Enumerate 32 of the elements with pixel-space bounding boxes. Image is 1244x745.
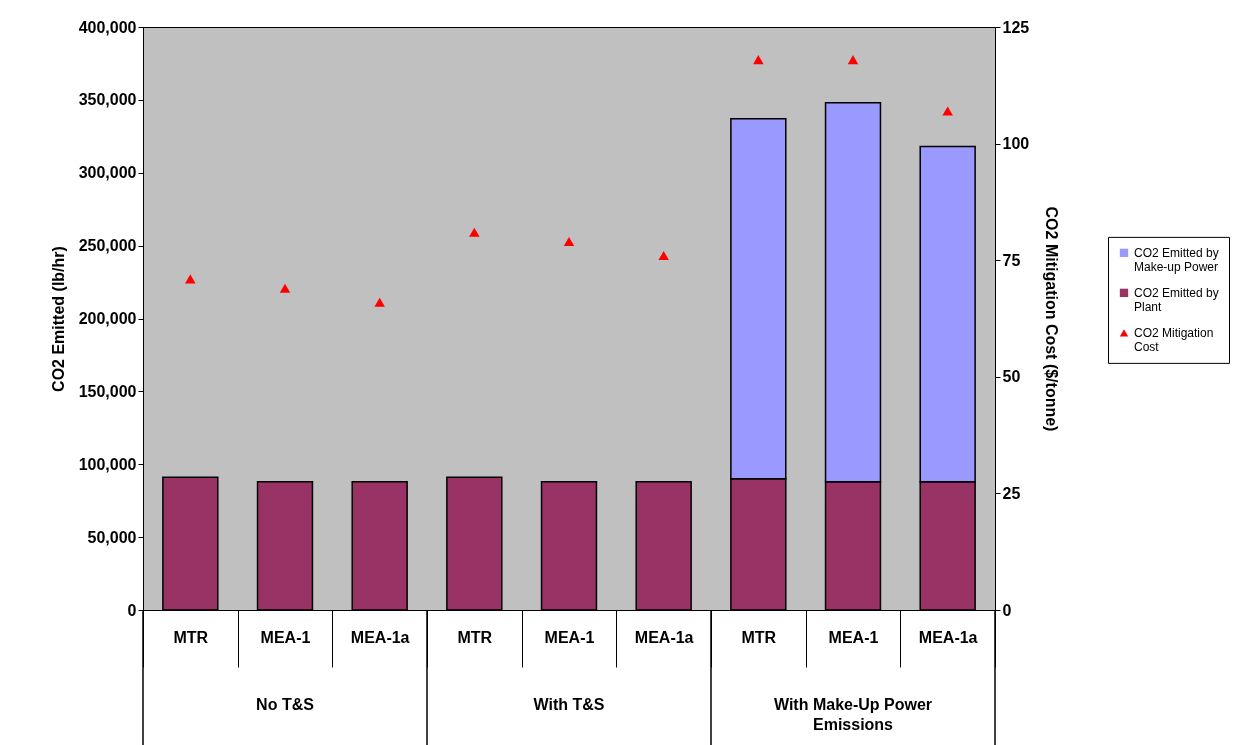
x-tick-label: MEA-1 (260, 628, 311, 646)
x-tick-label: MEA-1a (634, 628, 694, 646)
y-tick-label: 400,000 (78, 18, 137, 36)
y2-tick-label: 0 (1002, 601, 1012, 619)
x-tick-label: MTR (457, 628, 493, 646)
legend-label: CO2 Emitted by Plant (1134, 285, 1219, 314)
y2-tick-label: 100 (1002, 135, 1030, 153)
y-axis-title: CO2 Emitted (lb/hr) (49, 246, 67, 392)
legend-label: CO2 Mitigation Cost (1134, 325, 1214, 354)
y-tick-label: 250,000 (78, 237, 137, 255)
text: With Make-Up Power Emissions (773, 696, 933, 733)
y2-tick-label: 125 (1002, 18, 1030, 36)
x-tick-label: MEA-1 (544, 628, 595, 646)
y-tick-label: 0 (127, 601, 137, 619)
y-tick-label: 50,000 (87, 528, 137, 546)
y2-tick-label: 75 (1002, 251, 1021, 269)
x-tick-label: MTR (741, 628, 777, 646)
y-tick-label: 300,000 (78, 164, 137, 182)
text: No T&S (256, 696, 315, 713)
y-tick-label: 350,000 (78, 91, 137, 109)
y-tick-label: 100,000 (78, 455, 137, 473)
legend-label: CO2 Emitted by Make-up Power (1134, 245, 1219, 274)
x-tick-label: MTR (173, 628, 209, 646)
y2-tick-label: 50 (1002, 368, 1021, 386)
y-tick-label: 200,000 (78, 310, 137, 327)
x-tick-label: MEA-1 (828, 628, 879, 646)
y-tick-label: 150,000 (78, 382, 137, 400)
text: With T&S (533, 696, 605, 713)
x-tick-label: MEA-1a (350, 628, 410, 646)
y2-axis-title: CO2 Mitigation Cost ($/tonne) (1043, 206, 1061, 432)
y2-tick-label: 25 (1002, 484, 1021, 502)
x-tick-label: MEA-1a (918, 628, 978, 646)
